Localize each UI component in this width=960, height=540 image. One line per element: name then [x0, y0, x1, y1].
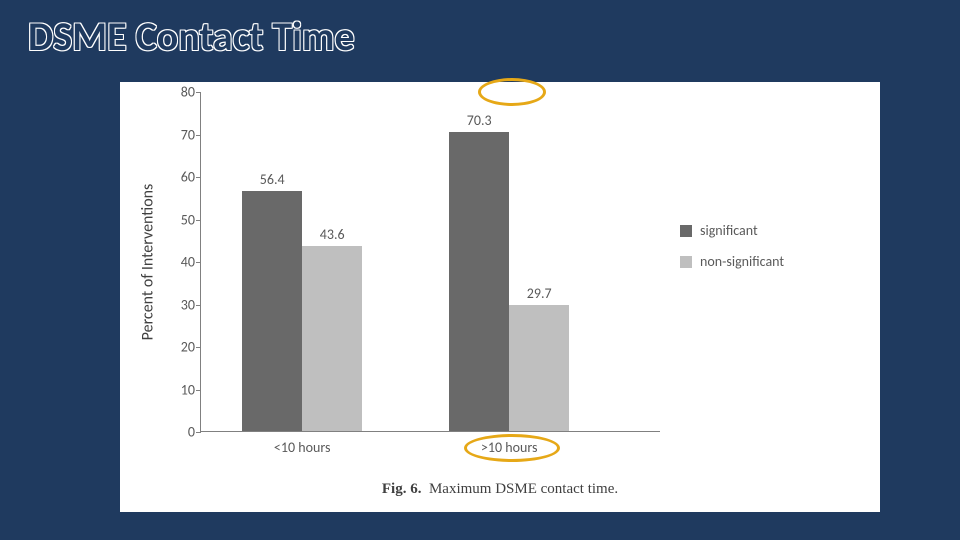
legend-label: significant [700, 222, 758, 239]
bar-value-label: 56.4 [260, 171, 285, 188]
legend-swatch-icon [680, 256, 692, 268]
bar-value-label: 29.7 [527, 285, 552, 302]
bar-significant: 70.3 [449, 132, 509, 431]
caption-text: Maximum DSME contact time. [429, 481, 618, 497]
highlight-ellipse [478, 78, 546, 106]
caption-prefix: Fig. 6. [382, 481, 422, 497]
bar-significant: 56.4 [242, 191, 302, 431]
y-tick-mark [196, 220, 201, 221]
bar-non-significant: 29.7 [509, 305, 569, 431]
legend-swatch-icon [680, 225, 692, 237]
figure-caption: Fig. 6. Maximum DSME contact time. [120, 481, 880, 498]
x-category-label: >10 hours [481, 431, 538, 456]
bar-non-significant: 43.6 [302, 246, 362, 431]
y-tick-mark [196, 92, 201, 93]
y-tick-mark [196, 262, 201, 263]
y-tick-mark [196, 135, 201, 136]
legend-label: non-significant [700, 253, 784, 270]
slide-title: DSME Contact Time [28, 12, 355, 61]
y-axis-label: Percent of Interventions [139, 184, 158, 341]
legend: significant non-significant [680, 222, 784, 284]
legend-item-nonsignificant: non-significant [680, 253, 784, 270]
x-category-label: <10 hours [274, 431, 331, 456]
y-tick-mark [196, 432, 201, 433]
plot-area: 0102030405060708056.443.6<10 hours70.329… [200, 92, 660, 432]
chart-panel: Percent of Interventions 010203040506070… [120, 82, 880, 512]
legend-item-significant: significant [680, 222, 784, 239]
bar-value-label: 70.3 [467, 112, 492, 129]
y-tick-mark [196, 305, 201, 306]
bar-value-label: 43.6 [320, 226, 345, 243]
y-tick-mark [196, 347, 201, 348]
y-tick-mark [196, 390, 201, 391]
y-tick-mark [196, 177, 201, 178]
